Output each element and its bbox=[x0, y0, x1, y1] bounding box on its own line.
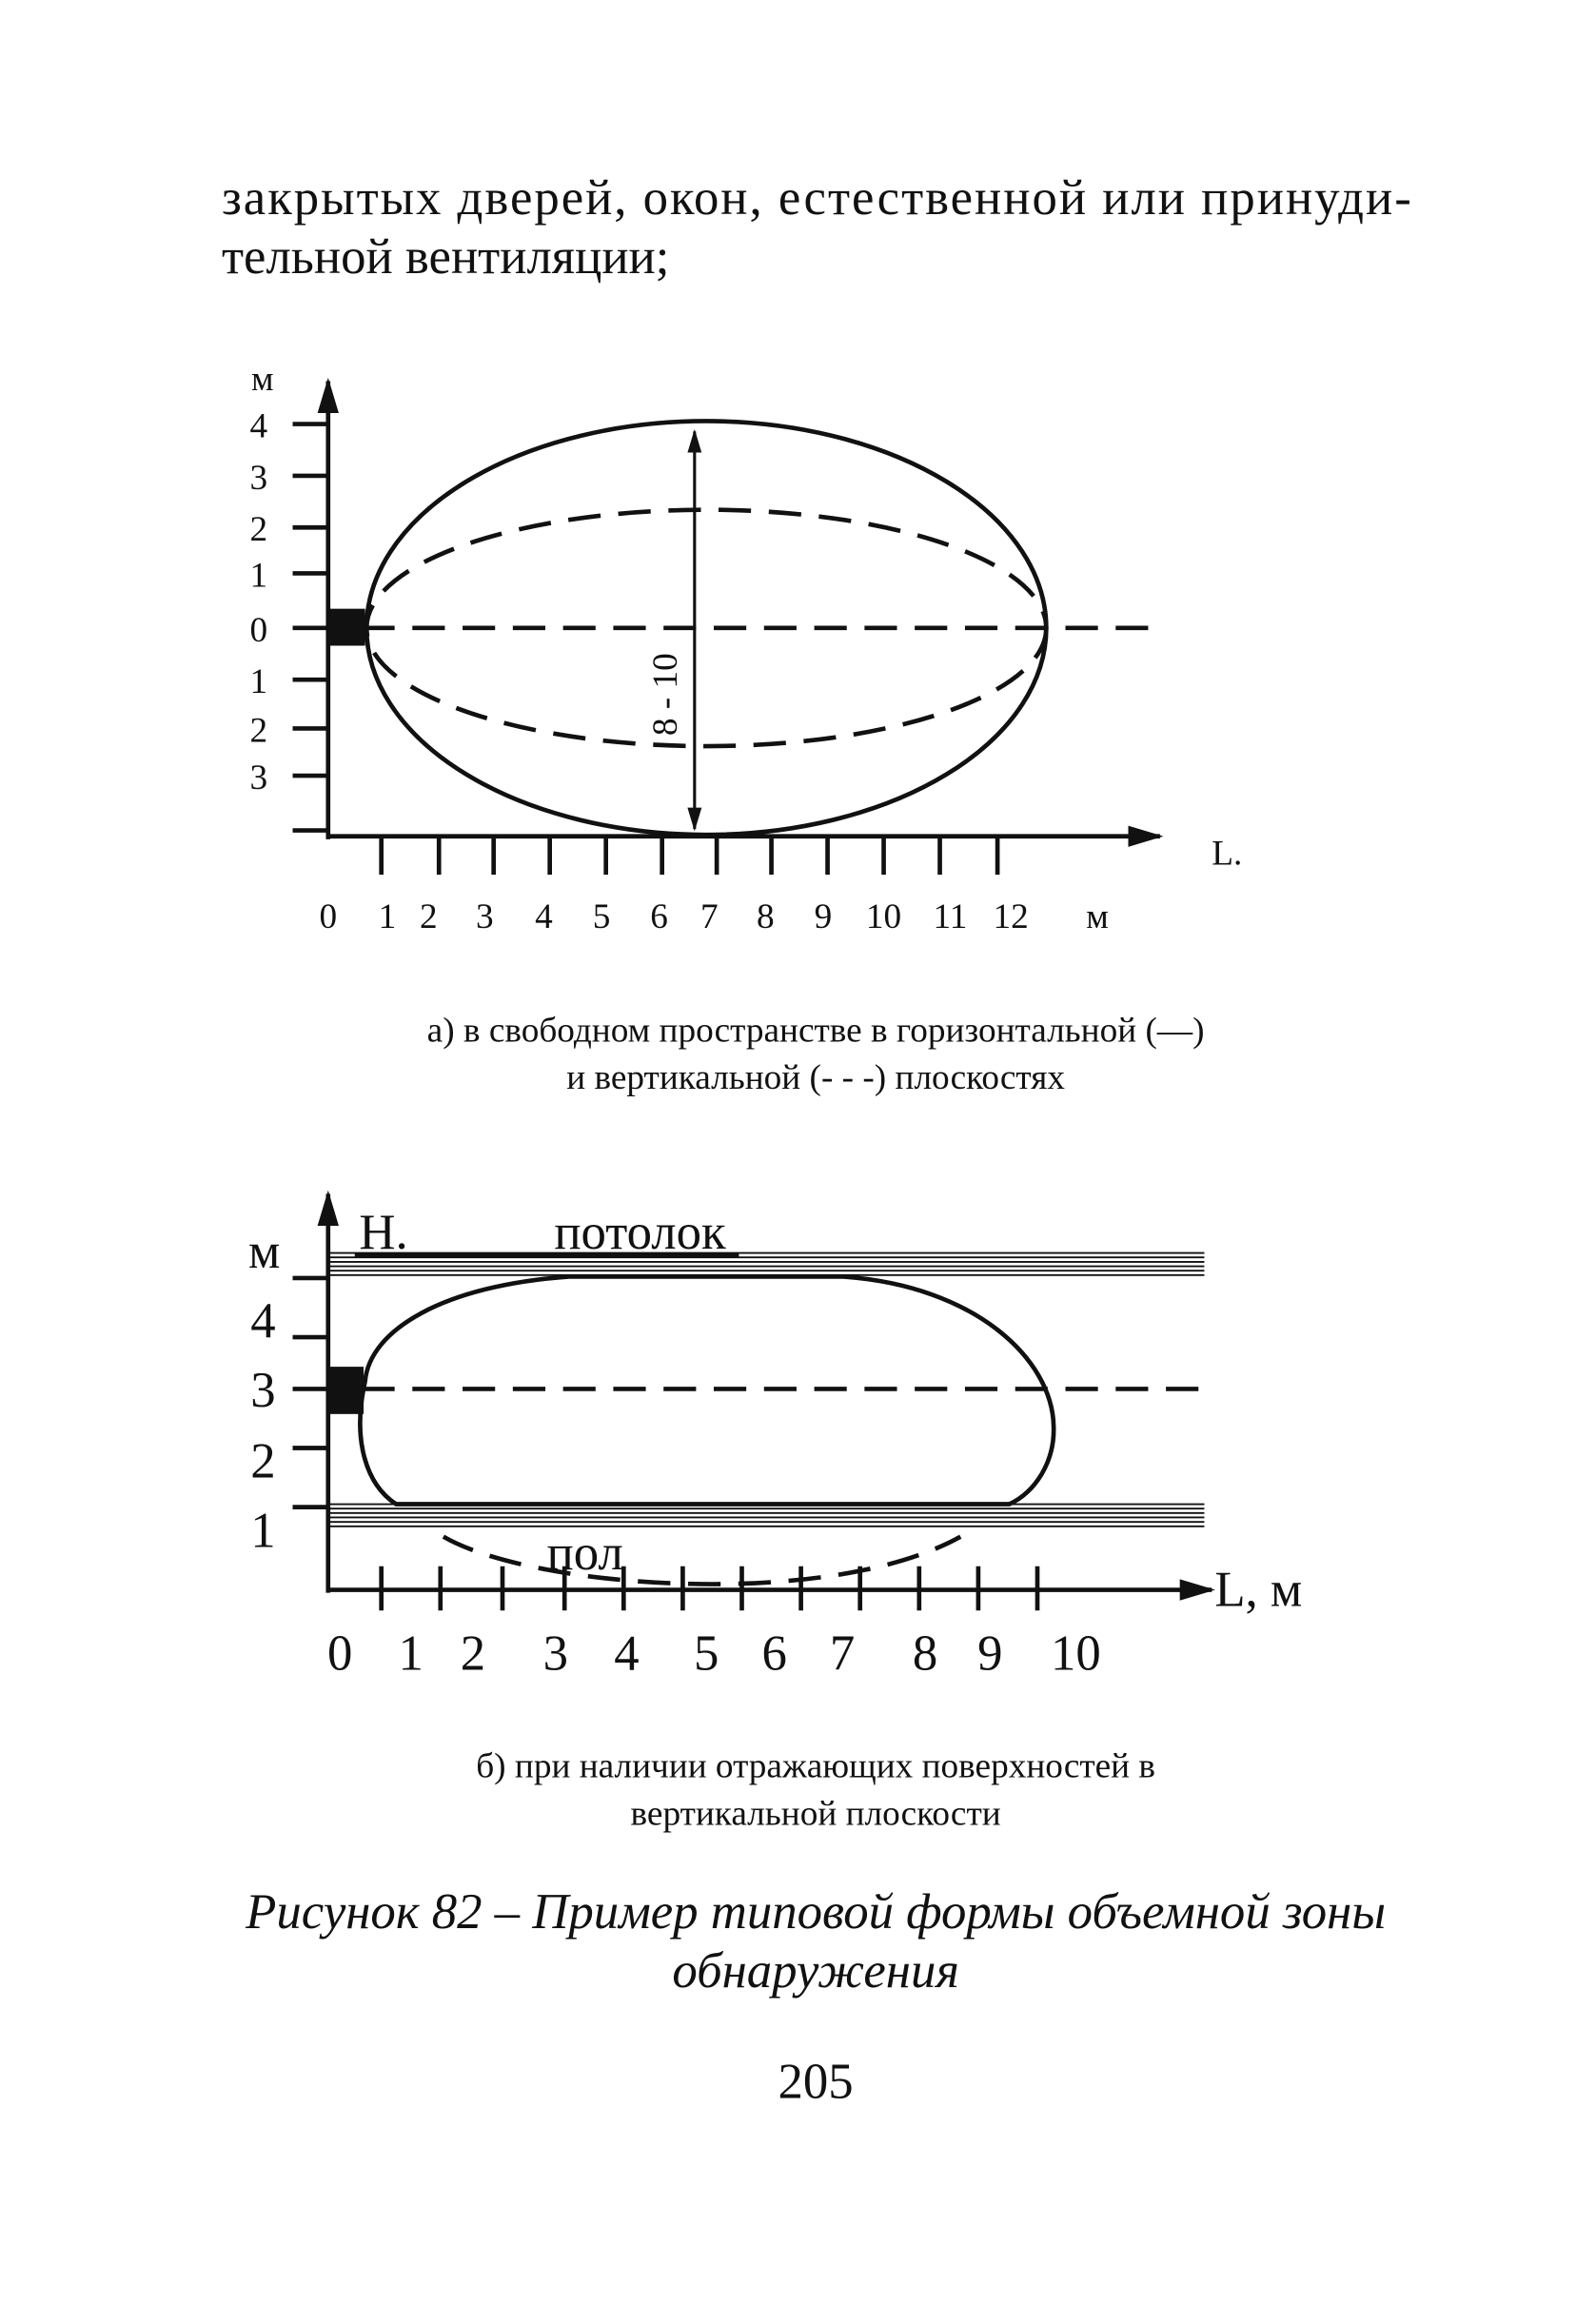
x-tick-label: 3 bbox=[476, 897, 494, 936]
x-tick-label: 7 bbox=[700, 897, 719, 936]
paragraph-line: закрытых дверей, окон, естественной или … bbox=[222, 170, 1411, 226]
x-tick-label: 12 bbox=[993, 897, 1028, 936]
y-tick-label: 1 bbox=[250, 556, 268, 595]
sensor bbox=[327, 608, 365, 646]
x-tick-label: 6 bbox=[761, 1625, 786, 1681]
x-unit: м bbox=[1086, 897, 1109, 936]
reflection bbox=[442, 1534, 962, 1586]
x-tick-label: 10 bbox=[866, 897, 901, 936]
dimension-label: 8 - 10 bbox=[646, 653, 685, 736]
y-tick-label: 1 bbox=[250, 662, 268, 701]
x-tick-label: 5 bbox=[694, 1625, 719, 1681]
y-tick-label: 4 bbox=[250, 407, 268, 446]
figure-a: 8 - 10 L. м м bbox=[251, 360, 1242, 936]
axis-label: L, м bbox=[1214, 1563, 1302, 1618]
x-tick-label: 2 bbox=[461, 1625, 485, 1681]
y-tick-label: 1 bbox=[250, 1504, 275, 1559]
page-number: 205 bbox=[778, 2055, 854, 2110]
x-tick-label: 4 bbox=[614, 1625, 639, 1681]
h-label: Н. bbox=[359, 1205, 407, 1260]
caption-line: б) при наличии отражающих поверхностей в bbox=[476, 1747, 1155, 1786]
caption-line: и вертикальной (- - -) плоскостях bbox=[566, 1058, 1065, 1097]
y-tick-label: 3 bbox=[250, 1363, 275, 1418]
y-unit: м bbox=[248, 1224, 280, 1279]
x-tick-label: 10 bbox=[1051, 1625, 1101, 1681]
figure-title: обнаружения bbox=[672, 1943, 958, 1999]
ceiling-label: потолок bbox=[554, 1205, 726, 1260]
y-tick-label: 0 bbox=[250, 611, 268, 650]
x-tick-label: 11 bbox=[933, 897, 967, 936]
y-tick-label: 2 bbox=[250, 711, 268, 750]
caption-line: вертикальной плоскости bbox=[631, 1794, 1001, 1833]
x-tick-label: 4 bbox=[535, 897, 553, 936]
x-tick-label: 8 bbox=[757, 897, 775, 936]
x-tick-label: 8 bbox=[913, 1625, 937, 1681]
y-unit: м bbox=[251, 360, 274, 399]
x-tick-label: 6 bbox=[650, 897, 668, 936]
x-tick-label: 0 bbox=[319, 897, 337, 936]
y-tick-label: 2 bbox=[250, 510, 268, 549]
y-tick-label: 3 bbox=[250, 459, 268, 498]
sensor bbox=[327, 1367, 365, 1414]
axis-label: L. bbox=[1212, 834, 1242, 873]
figure-title: Рисунок 82 – Пример типовой формы объемн… bbox=[245, 1884, 1386, 1940]
x-tick-label: 7 bbox=[830, 1625, 855, 1681]
x-tick-label: 9 bbox=[815, 897, 833, 936]
y-tick-label: 4 bbox=[250, 1293, 275, 1349]
x-tick-label: 3 bbox=[543, 1625, 568, 1681]
x-tick-label: 1 bbox=[399, 1625, 424, 1681]
y-tick-label: 2 bbox=[250, 1434, 275, 1489]
x-tick-label: 1 bbox=[379, 897, 397, 936]
figure-b: Н. потолок пол L, м м bbox=[248, 1190, 1302, 1618]
x-tick-label: 5 bbox=[593, 897, 611, 936]
zone bbox=[358, 1274, 1056, 1507]
floor-label: пол bbox=[547, 1526, 623, 1581]
paragraph-line: тельной вентиляции; bbox=[222, 229, 669, 285]
x-tick-label: 0 bbox=[327, 1625, 352, 1681]
y-tick-label: 3 bbox=[250, 758, 268, 798]
caption-line: а) в свободном пространстве в горизонтал… bbox=[427, 1012, 1205, 1051]
x-tick-label: 9 bbox=[977, 1625, 1002, 1681]
x-tick-label: 2 bbox=[420, 897, 438, 936]
